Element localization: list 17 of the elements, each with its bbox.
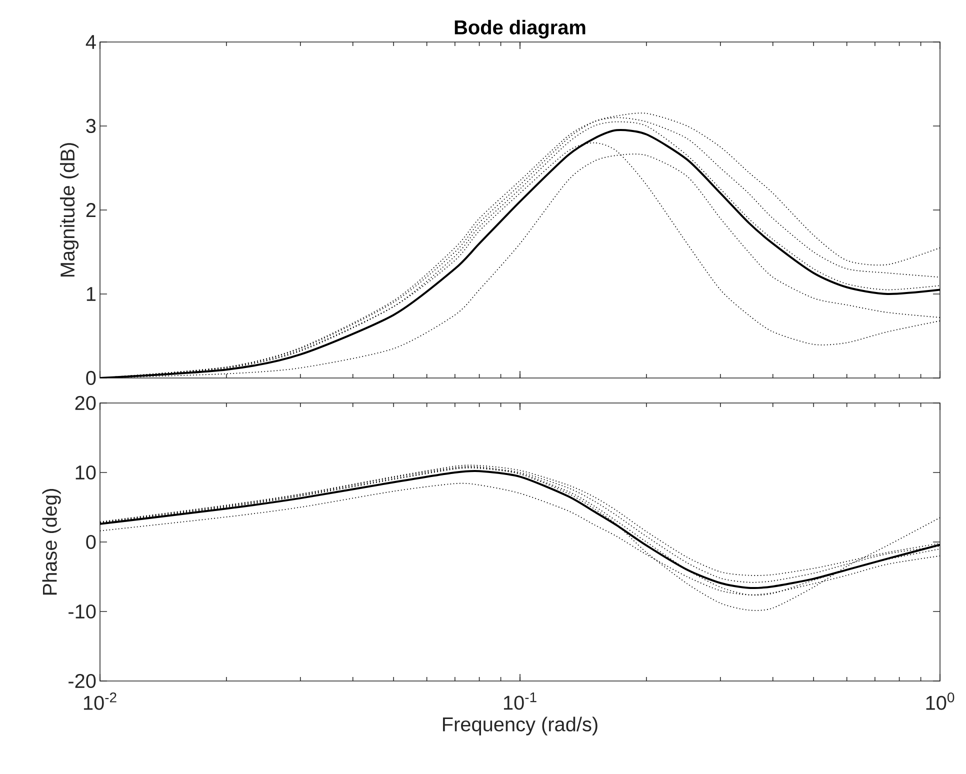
y-tick-label: 3 bbox=[86, 118, 96, 134]
y-tick-label: -20 bbox=[68, 674, 96, 688]
y-tick-label: 0 bbox=[86, 534, 96, 550]
chart-title: Bode diagram bbox=[454, 20, 586, 38]
y-tick-label: 10 bbox=[76, 465, 96, 480]
x-tick-label: 10$^{0}$ bbox=[926, 692, 954, 710]
y-tick-label: 20 bbox=[75, 396, 96, 410]
y-axis-title: Magnitude (dB) bbox=[60, 143, 79, 276]
y-tick-label: 0 bbox=[86, 370, 96, 386]
y-tick-label: 4 bbox=[86, 35, 96, 49]
x-tick-label: 10$^{-2}$ bbox=[84, 692, 116, 710]
y-tick-label: 1 bbox=[86, 287, 96, 301]
x-tick-label: 10$^{-1}$ bbox=[504, 692, 536, 710]
y-axis-title: Phase (deg) bbox=[42, 488, 61, 595]
y-tick-label: -10 bbox=[68, 604, 96, 619]
y-tick-label: 2 bbox=[86, 203, 96, 217]
x-axis-title: Frequency (rad/s) bbox=[443, 716, 598, 736]
